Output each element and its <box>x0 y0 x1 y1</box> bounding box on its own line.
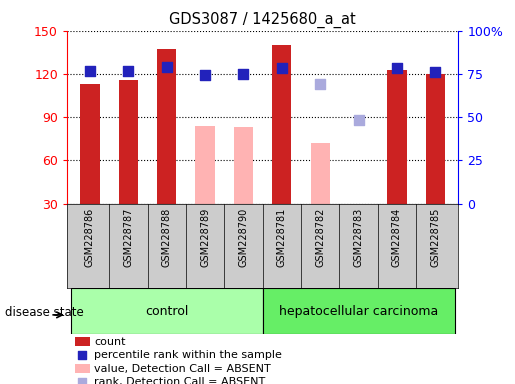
Point <box>278 65 286 71</box>
Text: value, Detection Call = ABSENT: value, Detection Call = ABSENT <box>94 364 271 374</box>
Bar <box>80 84 99 204</box>
Text: rank, Detection Call = ABSENT: rank, Detection Call = ABSENT <box>94 376 266 384</box>
Bar <box>387 70 406 204</box>
Point <box>354 117 363 123</box>
Bar <box>196 126 215 204</box>
Point <box>124 68 132 74</box>
Text: GSM228783: GSM228783 <box>354 208 364 267</box>
Point <box>78 379 87 384</box>
Bar <box>234 127 253 204</box>
Bar <box>119 80 138 204</box>
Point <box>86 68 94 74</box>
Text: GSM228789: GSM228789 <box>200 208 210 267</box>
Point <box>78 352 87 358</box>
Text: disease state: disease state <box>5 306 84 319</box>
Text: GSM228782: GSM228782 <box>315 208 325 267</box>
Point <box>163 64 171 70</box>
Text: GSM228788: GSM228788 <box>162 208 171 267</box>
Bar <box>272 45 291 204</box>
Text: GSM228784: GSM228784 <box>392 208 402 267</box>
Point <box>316 81 324 87</box>
Text: control: control <box>145 305 188 318</box>
Text: hepatocellular carcinoma: hepatocellular carcinoma <box>279 305 438 318</box>
Bar <box>75 364 90 373</box>
Bar <box>75 337 90 346</box>
Text: GSM228785: GSM228785 <box>431 208 440 267</box>
Text: GSM228786: GSM228786 <box>85 208 95 267</box>
Text: count: count <box>94 336 126 347</box>
Point <box>239 71 248 77</box>
Point <box>201 72 209 78</box>
Title: GDS3087 / 1425680_a_at: GDS3087 / 1425680_a_at <box>169 12 356 28</box>
Text: GSM228790: GSM228790 <box>238 208 248 267</box>
Point <box>393 65 401 71</box>
Bar <box>157 50 176 204</box>
Bar <box>71 288 263 334</box>
Text: GSM228787: GSM228787 <box>124 208 133 267</box>
Bar <box>263 288 455 334</box>
Text: percentile rank within the sample: percentile rank within the sample <box>94 350 282 360</box>
Text: GSM228781: GSM228781 <box>277 208 287 267</box>
Bar <box>426 74 445 204</box>
Bar <box>311 143 330 204</box>
Point <box>431 70 439 76</box>
